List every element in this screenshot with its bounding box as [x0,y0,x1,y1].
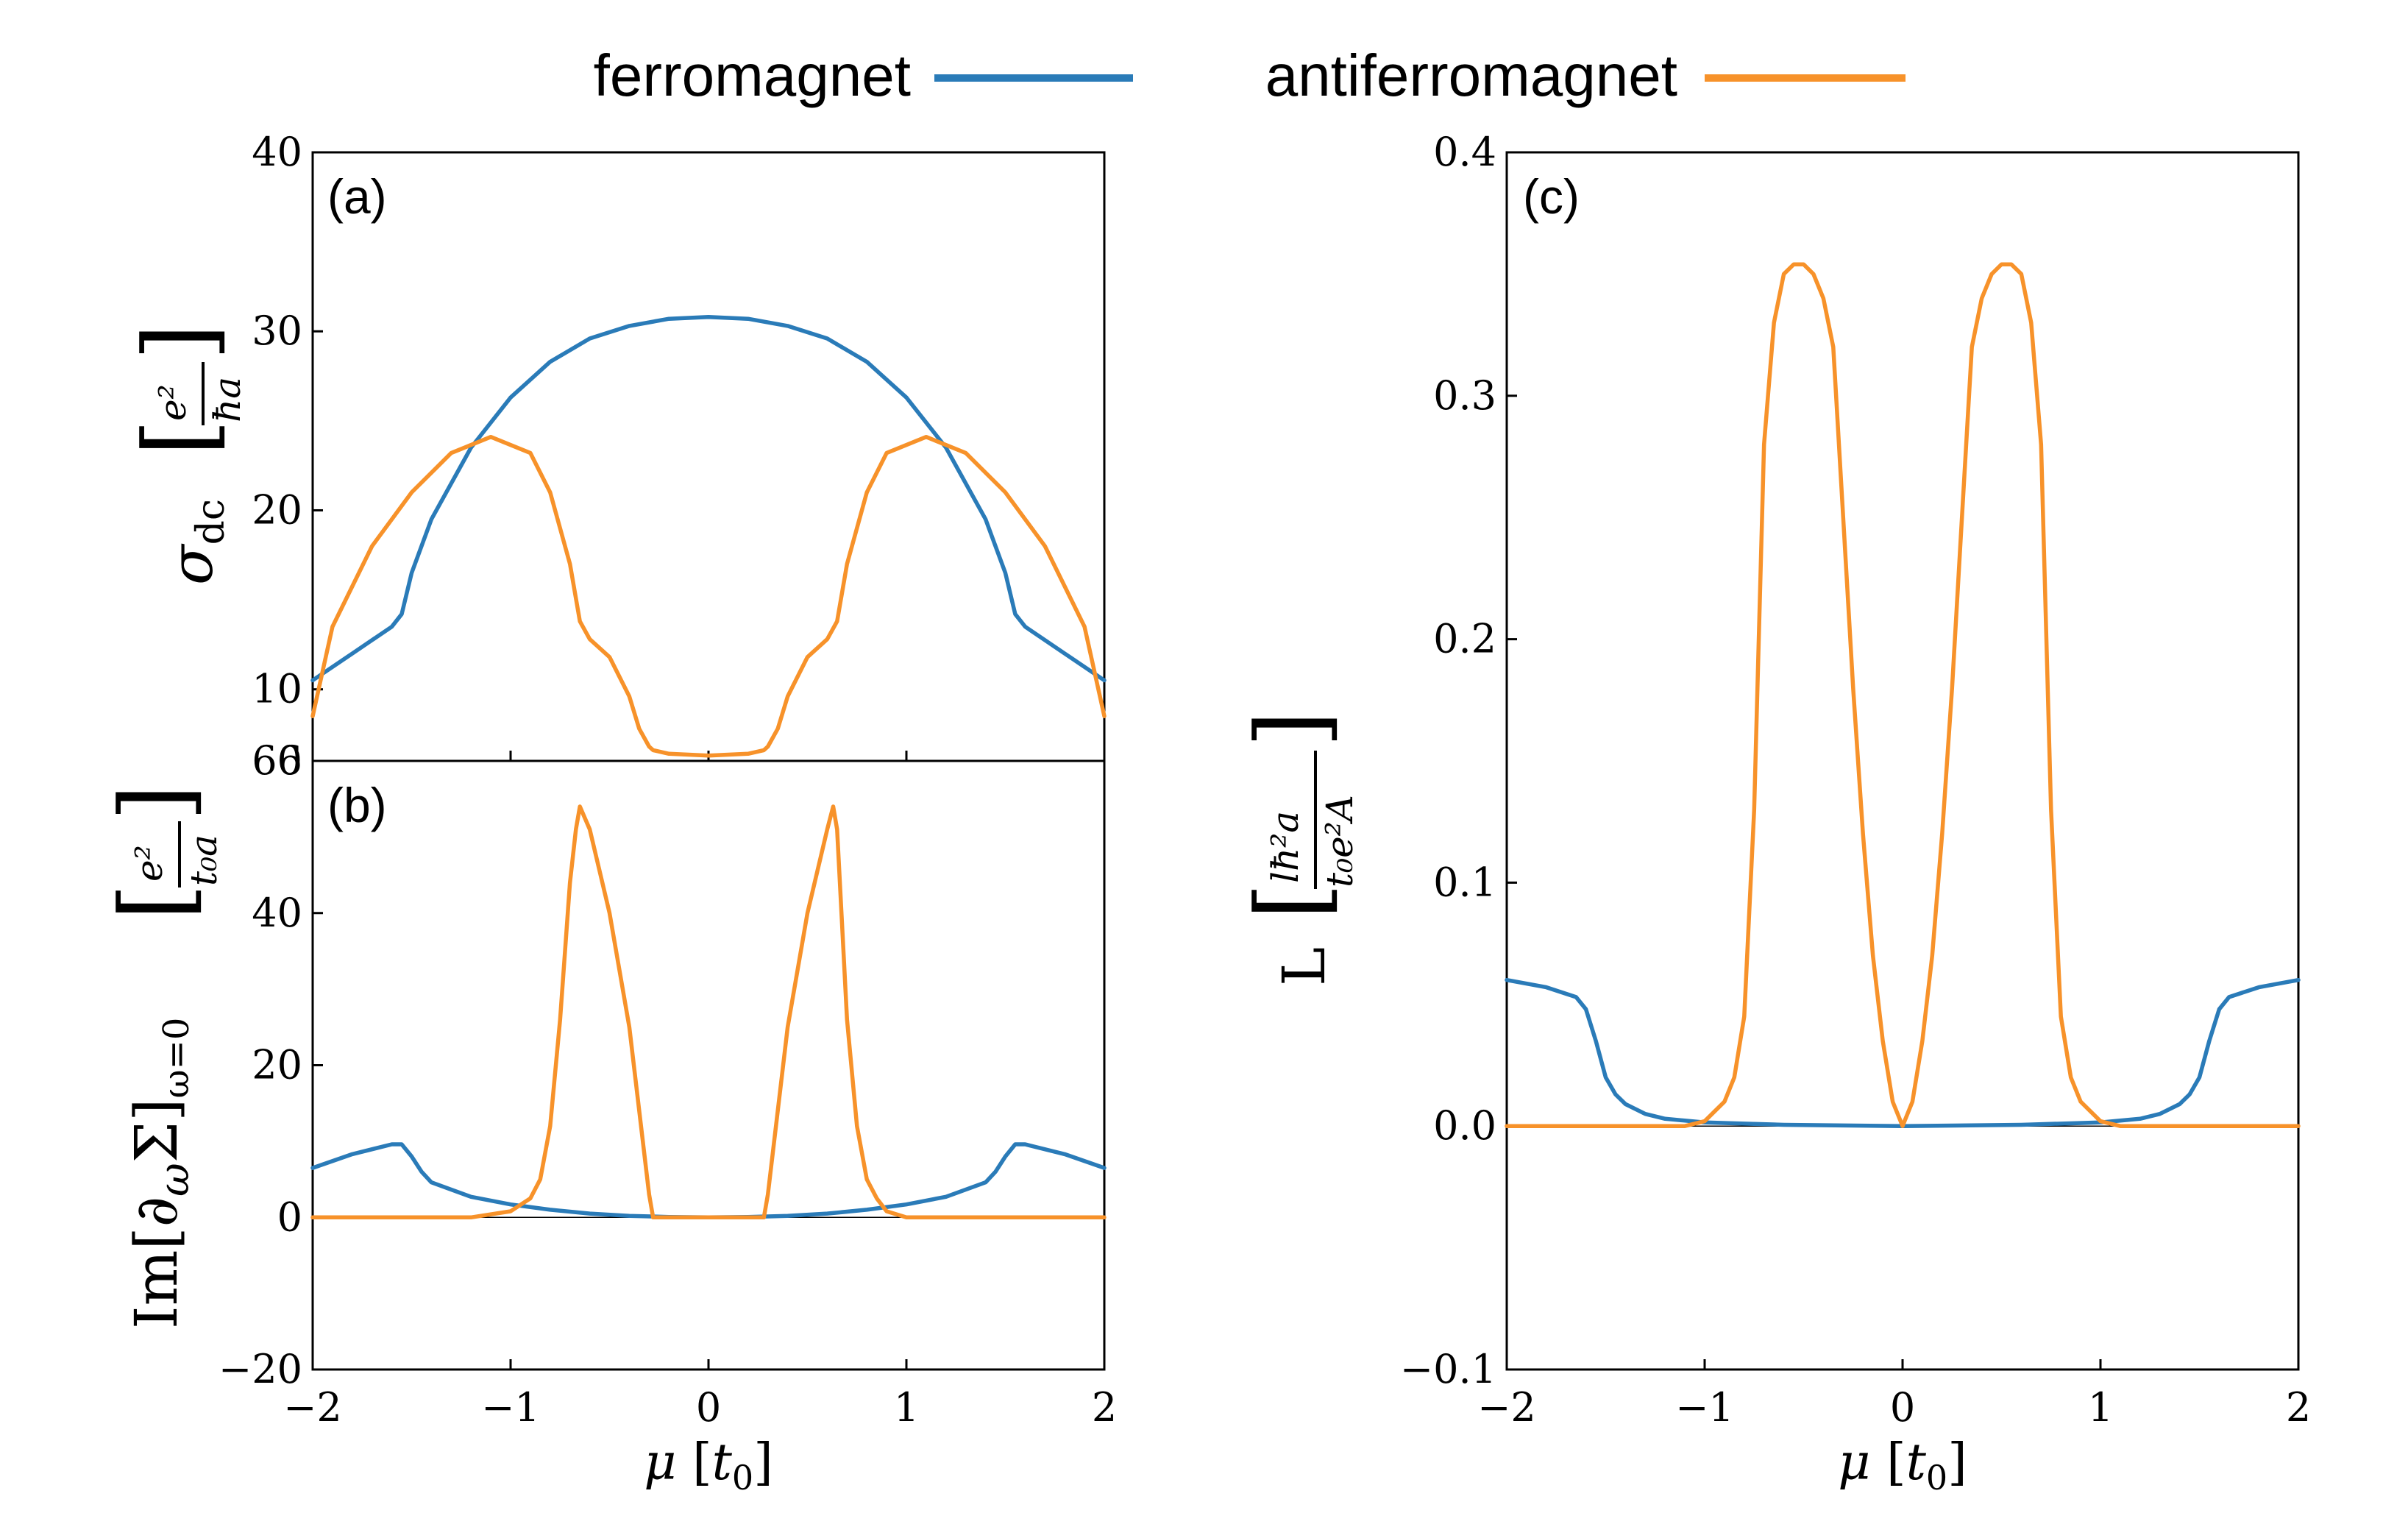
panel-c-ytick-label: 0.2 [1433,616,1496,662]
svg-text:Im[∂ωΣ]ω=0: Im[∂ωΣ]ω=0 [122,1018,199,1329]
svg-text:σdc: σdc [157,499,233,585]
legend: ferromagnet antiferromagnet [594,43,1906,108]
panel-a-label: (a) [327,169,387,224]
panel-b-xtick-label: −1 [481,1384,540,1431]
panel-c-xtick-label: −1 [1675,1384,1734,1431]
panel-c-series-ferromagnet [1505,977,2301,1128]
panel-c-xtick-label: 0 [1890,1384,1915,1431]
panel-b-ytick-label: 20 [252,1042,302,1088]
panel-a-ytick-label: 30 [252,308,302,354]
panel-c-xtick-label: 2 [2286,1384,2311,1431]
panel-a-bottom-tick-label: 6 [277,737,302,784]
legend-label-ferromagnet: ferromagnet [594,43,911,108]
panel-c-ytick-label: 0.4 [1433,129,1496,175]
svg-text:[: [ [99,883,211,921]
svg-text:e²: e² [128,845,171,882]
panel-a-series-ferromagnet [310,315,1107,683]
panel-a-ytick-label: 40 [252,129,302,175]
panel-a-ytick-label: 10 [252,666,302,712]
panel-c-xtick-label: −2 [1477,1384,1536,1431]
legend-label-antiferromagnet: antiferromagnet [1265,43,1677,108]
svg-text:]: ] [1235,710,1347,748]
panel-c-series-antiferromagnet [1505,262,2301,1128]
panel-a-frame [311,151,1106,762]
panel-c-ylabel: L [ lħ²a t₀e²A ] [1235,710,1361,986]
panel-c-ytick-label: 0.0 [1433,1102,1496,1149]
panel-b-xtick-label: 2 [1092,1384,1117,1431]
svg-text:t₀e²A: t₀e²A [1318,795,1361,887]
panel-c-xtick-label: 1 [2088,1384,2113,1431]
svg-text:]: ] [123,323,235,361]
svg-text:[: [ [1235,882,1347,920]
svg-text:[: [ [123,419,235,456]
panel-b-frame [311,759,1106,1371]
panel-b-xtick-label: 0 [696,1384,721,1431]
panel-c-ytick-label: −0.1 [1400,1346,1496,1392]
panel-b-ytick-label: 40 [252,890,302,936]
panel-a-series-antiferromagnet [310,434,1107,758]
panel-c-frame [1505,151,2300,1371]
panel-b-ylabel: Im[∂ωΣ]ω=0 [ e² t₀a ] [99,784,225,1329]
panel-b-series-ferromagnet [310,1142,1107,1220]
panel-a-ytick-label: 20 [252,486,302,533]
panel-a-ylabel: σdc [ e² ħa ] [123,323,249,585]
svg-text:lħ²a: lħ²a [1264,811,1307,883]
panel-b-ytick-label: −20 [219,1346,302,1392]
panel-b-xlabel: μ [t0] [644,1434,773,1498]
panel-b-xtick-label: 1 [894,1384,919,1431]
panel-b-ytick-label: 60 [252,737,302,784]
panel-b-series-antiferromagnet [310,804,1107,1220]
svg-text:]: ] [99,784,211,821]
panel-c-label: (c) [1523,169,1580,224]
panel-b-xtick-label: −2 [283,1384,342,1431]
panel-c-ytick-label: 0.1 [1433,859,1496,905]
panel-b-ytick-label: 0 [277,1194,302,1240]
svg-text:ħa: ħa [206,377,249,422]
svg-text:e²: e² [152,384,194,421]
panel-c-xlabel: μ [t0] [1838,1434,1967,1498]
panel-c-ytick-label: 0.3 [1433,372,1496,419]
svg-text:t₀a: t₀a [182,835,225,886]
svg-text:L: L [1270,947,1338,986]
panel-b-label: (b) [327,778,387,832]
